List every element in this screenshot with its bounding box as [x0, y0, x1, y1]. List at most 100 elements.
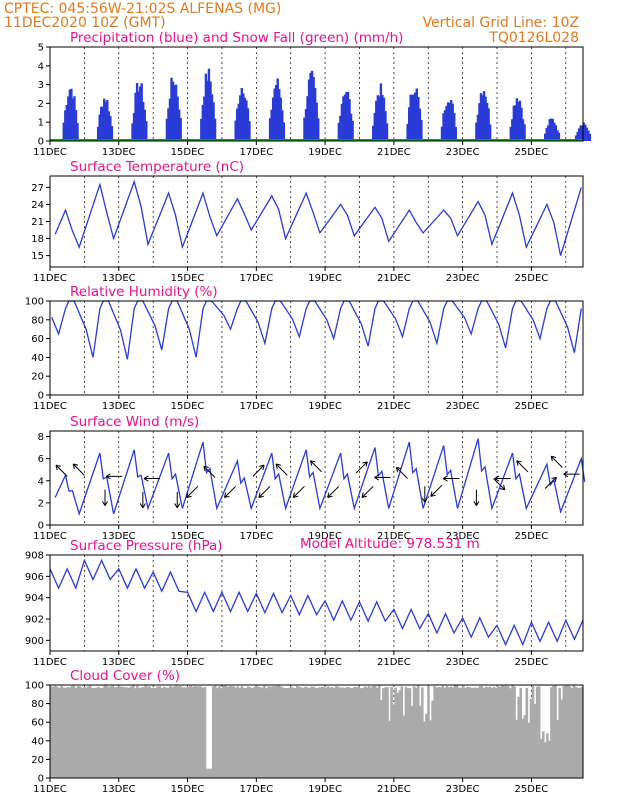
x-tick-label: 13DEC	[102, 147, 136, 158]
cloud-bar	[492, 686, 496, 778]
panel-4: 0 2 4 6 8 11DEC 13DEC 15DEC 17DEC 19DEC 21DEC 23DEC…	[33, 414, 586, 542]
cloud-bar	[447, 687, 451, 778]
cloud-bar	[189, 685, 192, 778]
x-tick-label: 13DEC	[102, 273, 136, 284]
precip-bar	[585, 127, 589, 141]
precip-bar	[145, 121, 148, 141]
wind-arrow-head	[55, 464, 61, 471]
cloud-bar	[355, 687, 358, 778]
cloud-bar	[408, 688, 412, 778]
cloud-bar	[513, 686, 516, 778]
cloud-bar	[390, 686, 393, 778]
wind-arrow-head	[309, 460, 316, 466]
cloud-bar	[56, 686, 59, 778]
cloud-bar	[289, 686, 293, 778]
precip-bar	[448, 103, 451, 141]
precip-bar	[70, 88, 73, 141]
y-tick-label: 40	[31, 736, 44, 747]
cloud-bar	[230, 685, 233, 778]
cloud-bar	[365, 687, 369, 778]
precip-bar	[351, 120, 354, 141]
precip-bar	[282, 122, 286, 141]
precip-bar	[204, 73, 208, 141]
cloud-bar	[398, 690, 402, 778]
cloud-bar	[509, 688, 512, 778]
precip-bar	[484, 96, 487, 141]
cloud-bar	[349, 687, 352, 778]
cloud-bar	[339, 687, 342, 778]
cloud-bar	[537, 686, 541, 778]
header-model-id: TQ0126L028	[488, 30, 579, 46]
cloud-bar	[226, 687, 229, 778]
precip-bar	[384, 111, 387, 141]
precip-bar	[511, 119, 514, 141]
cloud-bar	[556, 720, 559, 778]
cloud-bar	[88, 685, 92, 778]
cloud-bar	[453, 685, 457, 778]
humidity-line	[51, 300, 582, 360]
cloud-bar	[216, 687, 219, 778]
precip-bar	[482, 91, 486, 141]
cloud-bar	[84, 687, 88, 778]
cloud-bar	[68, 687, 71, 778]
cloud-bar	[431, 700, 434, 778]
cloud-bar	[382, 688, 385, 778]
temperature-line	[54, 179, 582, 256]
cloud-bar	[291, 687, 295, 778]
precip-bar	[317, 118, 320, 141]
x-tick-label: 23DEC	[446, 657, 480, 668]
cloud-bar	[193, 685, 197, 778]
cloud-bar	[232, 686, 235, 778]
cloud-bar	[164, 687, 168, 778]
cloud-bar	[562, 686, 566, 778]
precip-bar	[587, 130, 590, 141]
precip-bar	[104, 101, 107, 141]
cloud-bar	[494, 688, 498, 778]
cloud-bar	[199, 686, 203, 778]
wind-arrow-head	[361, 492, 368, 498]
precip-bar	[309, 72, 312, 141]
precip-bar	[343, 94, 347, 141]
cloud-bar	[308, 687, 311, 778]
cloud-bar	[148, 686, 151, 778]
wind-arrow	[55, 464, 68, 477]
precip-bar	[414, 92, 417, 141]
cloud-bar	[351, 687, 354, 778]
precip-bar	[523, 124, 526, 141]
cloud-bar	[205, 768, 209, 778]
x-tick-label: 21DEC	[377, 147, 411, 158]
cloud-bar	[580, 686, 584, 778]
cloud-bar	[388, 720, 391, 778]
cloud-bar	[394, 687, 397, 778]
x-tick-label: 11DEC	[33, 147, 67, 158]
cloud-bar	[224, 685, 227, 778]
cloud-bar	[466, 686, 469, 778]
cloud-bar	[496, 686, 500, 778]
wind-arrow	[275, 463, 288, 476]
wind-arrow	[252, 464, 265, 477]
cloud-bar	[285, 688, 289, 778]
wind-arrow	[72, 463, 85, 476]
cloud-bar	[132, 685, 135, 778]
precip-bar	[543, 133, 547, 141]
y-tick-label: 0	[38, 391, 44, 402]
cloud-bar	[255, 685, 258, 778]
x-tick-label: 25DEC	[515, 147, 549, 158]
wind-arrow	[327, 485, 340, 498]
cloud-bar	[400, 686, 404, 778]
cloud-bar	[127, 687, 131, 778]
precip-bar	[107, 111, 111, 141]
cloud-bar	[318, 687, 322, 778]
x-tick-label: 19DEC	[308, 273, 342, 284]
cloud-bar	[271, 686, 274, 778]
precip-bar	[385, 123, 389, 141]
y-tick-label: 908	[25, 551, 44, 562]
cloud-bar	[531, 686, 535, 778]
precip-bar	[420, 119, 423, 141]
wind-arrow	[355, 461, 368, 474]
cloud-bar	[283, 688, 287, 778]
cloud-bar	[361, 687, 365, 778]
cloud-bar	[521, 718, 525, 778]
cloud-bar	[107, 687, 110, 778]
cloud-bar	[152, 687, 156, 778]
